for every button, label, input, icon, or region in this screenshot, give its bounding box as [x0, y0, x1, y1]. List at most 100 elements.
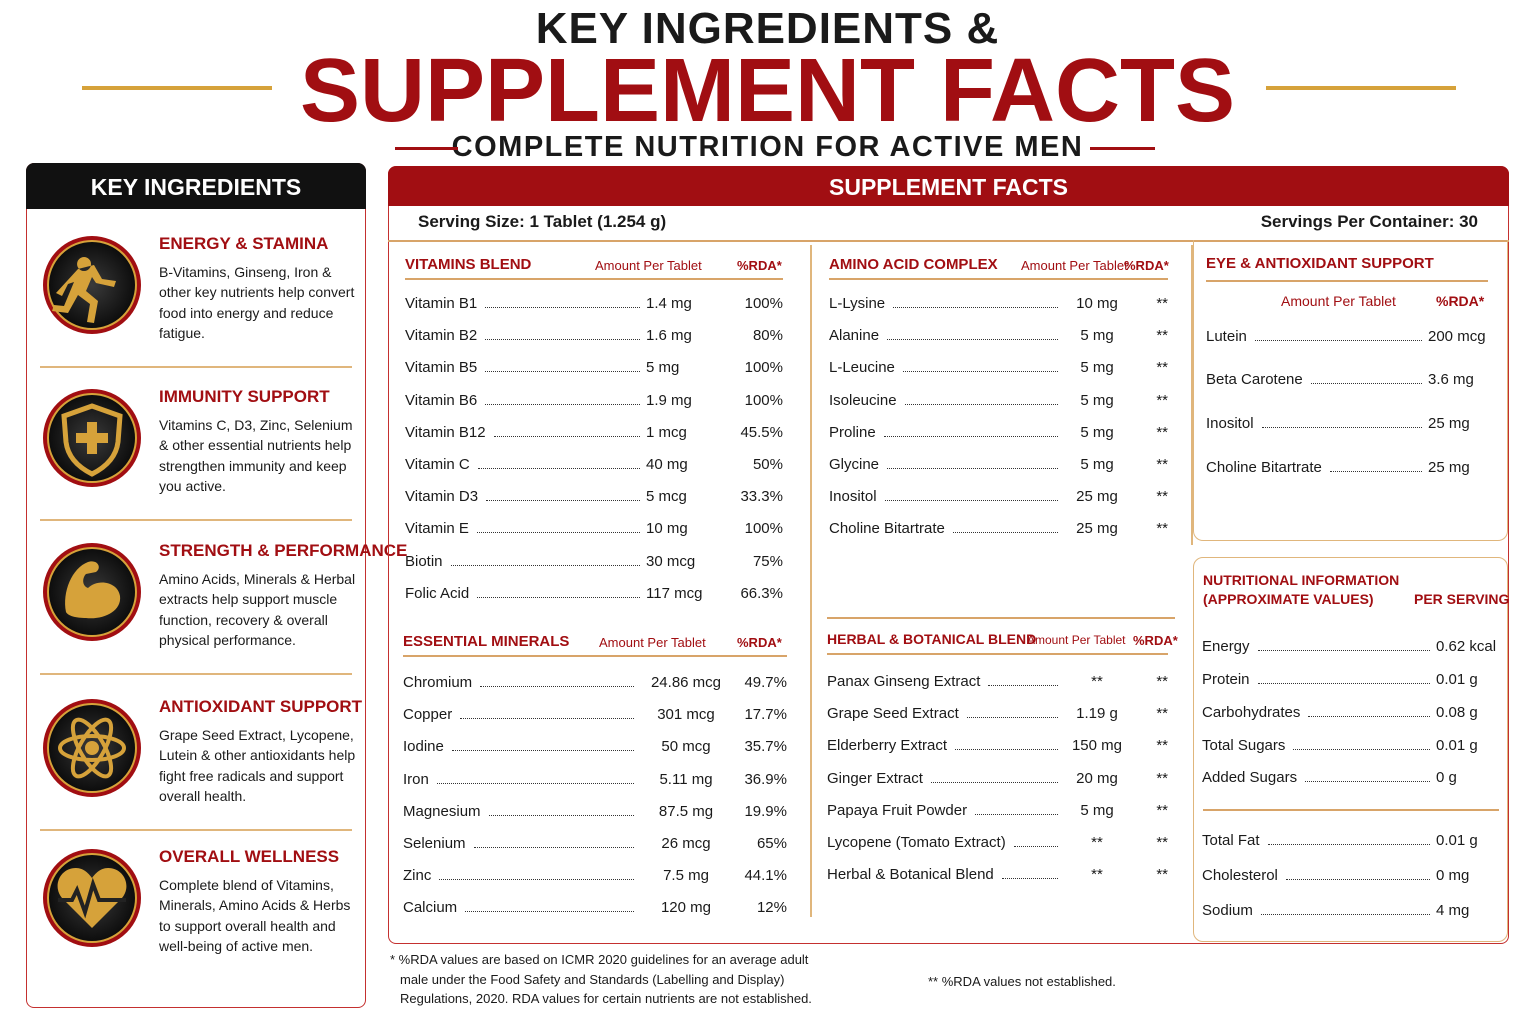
- nutrient-name: Glycine: [829, 456, 880, 473]
- section-title: VITAMINS BLEND: [405, 256, 532, 273]
- leader: [485, 371, 640, 373]
- ingredient-title: STRENGTH & PERFORMANCE: [159, 541, 408, 560]
- table-row: L-Lysine 10 mg **: [829, 295, 1168, 312]
- facts-heading: SUPPLEMENT FACTS: [388, 166, 1509, 206]
- leader: [1329, 471, 1422, 472]
- servings: Servings Per Container: 30: [1260, 212, 1478, 231]
- table-row: Vitamin B6 1.9 mg 100%: [405, 392, 783, 409]
- leader: [893, 307, 1058, 308]
- table-row: Zinc 7.5 mg 44.1%: [403, 867, 787, 884]
- amount: 5 mg: [1080, 423, 1114, 441]
- table-row: Inositol 25 mg **: [829, 488, 1168, 505]
- nutrient-name: Grape Seed Extract: [827, 705, 959, 723]
- icon-graphic: [43, 699, 141, 797]
- nutrient-name: Selenium: [403, 835, 466, 852]
- rda: 17.7%: [744, 706, 787, 724]
- amount: 40 mg: [646, 456, 688, 473]
- amount: 1.4 mg: [646, 295, 692, 312]
- amount: 30 mcg: [646, 552, 696, 570]
- amount: 10 mg: [1076, 295, 1118, 312]
- leader: [450, 564, 640, 566]
- per-serving: PER SERVING: [1414, 591, 1510, 607]
- nutrient-name: Magnesium: [403, 802, 481, 820]
- leader: [966, 717, 1058, 719]
- leader: [975, 813, 1058, 815]
- leader: [1260, 914, 1430, 915]
- table-row: Elderberry Extract 150 mg **: [827, 737, 1168, 754]
- rda: **: [1156, 769, 1168, 787]
- leader: [480, 686, 634, 687]
- nutrient-name: Vitamin B2: [405, 327, 478, 345]
- rda: **: [1156, 423, 1168, 441]
- eye-box: [1193, 240, 1508, 541]
- rda: 50%: [752, 456, 783, 473]
- header-subtitle: COMPLETE NUTRITION FOR ACTIVE MEN: [451, 131, 1084, 163]
- rda: 44.1%: [744, 867, 787, 885]
- leader: [1257, 650, 1430, 651]
- table-row: Carbohydrates 0.08 g: [1202, 704, 1502, 721]
- rda: **: [1156, 391, 1168, 409]
- nutrient-name: Lutein: [1206, 328, 1247, 345]
- leader: [1310, 383, 1422, 384]
- table-row: Choline Bitartrate 25 mg: [1206, 459, 1496, 476]
- nutrient-name: Herbal & Botanical Blend: [827, 866, 994, 884]
- rda: 100%: [744, 520, 783, 538]
- leader: [1293, 749, 1430, 750]
- icon-graphic: [43, 389, 141, 487]
- nutrient-name: Energy: [1202, 638, 1250, 655]
- leader: [476, 532, 640, 534]
- nutrient-name: Lycopene (Tomato Extract): [827, 834, 1006, 851]
- nutrient-name: Panax Ginseng Extract: [827, 673, 981, 690]
- leader: [887, 468, 1058, 469]
- icon: [40, 696, 144, 800]
- table-row: L-Leucine 5 mg **: [829, 359, 1168, 376]
- nutrient-name: Cholesterol: [1202, 867, 1278, 884]
- section-rule: [405, 278, 783, 280]
- table-row: Inositol 25 mg: [1206, 415, 1496, 432]
- table-row: Choline Bitartrate 25 mg **: [829, 520, 1168, 537]
- table-row: Cholesterol 0 mg: [1202, 867, 1502, 884]
- icon-graphic: [43, 236, 141, 334]
- nutrient-name: Choline Bitartrate: [1206, 459, 1322, 476]
- leader: [460, 718, 634, 720]
- amount: 301 mcg: [657, 706, 715, 724]
- amount: 0 g: [1436, 769, 1457, 786]
- table-row: Panax Ginseng Extract ** **: [827, 673, 1168, 690]
- nutrient-name: Vitamin C: [405, 456, 470, 473]
- table-row: Alanine 5 mg **: [829, 327, 1168, 344]
- leader: [1285, 879, 1430, 880]
- nutrient-name: Inositol: [1206, 415, 1254, 432]
- section-title: ESSENTIAL MINERALS: [403, 633, 570, 650]
- rda: 36.9%: [744, 770, 787, 788]
- nutrient-name: Ginger Extract: [827, 769, 923, 787]
- footnote: Regulations, 2020. RDA values for certai…: [400, 991, 812, 1006]
- amount-header: Amount Per Tablet: [1281, 293, 1396, 309]
- nutrient-name: Vitamin B6: [405, 391, 478, 409]
- rda: 80%: [752, 327, 783, 345]
- amount: 0 mg: [1436, 867, 1470, 884]
- leader: [887, 339, 1058, 341]
- ingredient-title: OVERALL WELLNESS: [159, 847, 340, 866]
- rda: **: [1156, 456, 1168, 473]
- table-row: Proline 5 mg **: [829, 424, 1168, 441]
- rda-header: %RDA*: [1436, 293, 1485, 309]
- rda-header: %RDA*: [737, 635, 782, 650]
- amount-header: Amount Per Tablet: [595, 258, 702, 273]
- amount: 0.01 g: [1436, 737, 1478, 754]
- nutrient-name: L-Lysine: [829, 295, 886, 312]
- rda: 100%: [744, 391, 783, 409]
- table-row: Total Sugars 0.01 g: [1202, 737, 1502, 754]
- leader: [436, 782, 634, 784]
- rda: **: [1156, 673, 1168, 690]
- leader: [1254, 340, 1422, 341]
- nutrient-name: Calcium: [403, 899, 458, 917]
- table-row: Lutein 200 mcg: [1206, 328, 1496, 345]
- table-row: Folic Acid 117 mcg 66.3%: [405, 585, 783, 602]
- table-row: Selenium 26 mcg 65%: [403, 835, 787, 852]
- footnote: * %RDA values are based on ICMR 2020 gui…: [390, 952, 809, 967]
- table-row: Copper 301 mcg 17.7%: [403, 706, 787, 723]
- table-row: Total Fat 0.01 g: [1202, 832, 1502, 849]
- nutrient-name: Isoleucine: [829, 391, 897, 409]
- amount: 0.01 g: [1436, 671, 1478, 688]
- rda: **: [1156, 295, 1168, 312]
